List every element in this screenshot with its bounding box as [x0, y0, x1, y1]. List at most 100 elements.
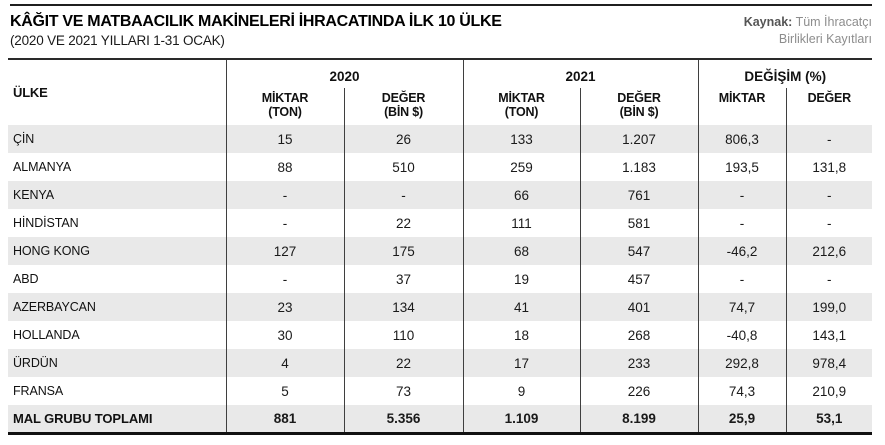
- deger-2020-cell: 110: [343, 321, 464, 349]
- miktar-2020-cell: 23: [225, 293, 344, 321]
- miktar-2021-cell: 18: [462, 321, 581, 349]
- deger-2021-cell: 1.207: [579, 125, 699, 153]
- miktar-2020-cell: 5: [225, 377, 344, 405]
- deger-2021-cell: 268: [579, 321, 699, 349]
- column-header-2020-miktar: MİKTAR (TON): [226, 88, 344, 125]
- column-header-ulke: ÜLKE: [8, 59, 227, 125]
- miktar-2020-cell: -: [225, 181, 344, 209]
- total-deger-2021-cell: 8.199: [579, 405, 699, 433]
- country-cell: ÜRDÜN: [13, 356, 58, 370]
- column-header-degisim-deger: DEĞER: [785, 88, 873, 125]
- country-cell: AZERBAYCAN: [13, 300, 96, 314]
- column-header-degisim-miktar: MİKTAR: [697, 88, 787, 125]
- page-subtitle: (2020 VE 2021 YILLARI 1-31 OCAK): [10, 33, 225, 48]
- column-header-2021-deger: DEĞER (BİN $): [579, 88, 699, 125]
- header-bin-label: (BİN $): [619, 105, 659, 119]
- deger-2020-cell: 22: [343, 209, 464, 237]
- degisim-deger-cell: -: [785, 125, 873, 153]
- degisim-deger-cell: -: [785, 209, 873, 237]
- header-ton-label: (TON): [268, 105, 302, 119]
- degisim-deger-cell: 199,0: [785, 293, 873, 321]
- column-header-2021-miktar: MİKTAR (TON): [462, 88, 581, 125]
- header-miktar-label: MİKTAR: [261, 91, 309, 105]
- header-group-row: ÜLKE 2020 2021 DEĞİŞİM (%): [8, 59, 873, 125]
- miktar-2021-cell: 133: [462, 125, 581, 153]
- deger-2020-cell: -: [343, 181, 464, 209]
- source-text-2: Birlikleri Kayıtları: [778, 32, 872, 46]
- table-row: HİNDİSTAN - 22 111 581 - -: [8, 209, 873, 237]
- country-cell: HİNDİSTAN: [13, 216, 79, 230]
- degisim-deger-cell: 143,1: [785, 321, 873, 349]
- deger-2021-cell: 226: [579, 377, 699, 405]
- miktar-2021-cell: 68: [462, 237, 581, 265]
- degisim-miktar-cell: 292,8: [697, 349, 787, 377]
- deger-2021-cell: 581: [579, 209, 699, 237]
- column-group-2021: 2021: [462, 59, 699, 88]
- miktar-2021-cell: 66: [462, 181, 581, 209]
- miktar-2020-cell: 88: [225, 153, 344, 181]
- table-row: ÜRDÜN 4 22 17 233 292,8 978,4: [8, 349, 873, 377]
- degisim-deger-cell: -: [785, 265, 873, 293]
- degisim-miktar-cell: 74,3: [697, 377, 787, 405]
- deger-2020-cell: 510: [343, 153, 464, 181]
- miktar-2020-cell: 15: [225, 125, 344, 153]
- header-deger-label: DEĞER: [381, 91, 426, 105]
- degisim-deger-cell: 131,8: [785, 153, 873, 181]
- column-group-degisim: DEĞİŞİM (%): [697, 59, 873, 88]
- column-header-2020-deger: DEĞER (BİN $): [343, 88, 464, 125]
- table-row: FRANSA 5 73 9 226 74,3 210,9: [8, 377, 873, 405]
- table-header: ÜLKE 2020 2021 DEĞİŞİM (%) MİKTAR (TON) D…: [8, 59, 873, 125]
- degisim-miktar-cell: -: [697, 181, 787, 209]
- degisim-deger-cell: 978,4: [785, 349, 873, 377]
- deger-2021-cell: 233: [579, 349, 699, 377]
- miktar-2021-cell: 111: [462, 209, 581, 237]
- export-data-table: ÜLKE 2020 2021 DEĞİŞİM (%) MİKTAR (TON) D…: [8, 58, 873, 435]
- degisim-miktar-cell: -: [697, 209, 787, 237]
- table-body: ÇİN 15 26 133 1.207 806,3 - ALMANYA 88 5…: [8, 125, 873, 433]
- degisim-miktar-cell: -46,2: [697, 237, 787, 265]
- table-row: ABD - 37 19 457 - -: [8, 265, 873, 293]
- miktar-2021-cell: 259: [462, 153, 581, 181]
- miktar-2020-cell: 30: [225, 321, 344, 349]
- table-row: HOLLANDA 30 110 18 268 -40,8 143,1: [8, 321, 873, 349]
- table-row: KENYA - - 66 761 - -: [8, 181, 873, 209]
- source-label: Kaynak:: [743, 15, 793, 29]
- miktar-2021-cell: 41: [462, 293, 581, 321]
- deger-2021-cell: 457: [579, 265, 699, 293]
- table-row: AZERBAYCAN 23 134 41 401 74,7 199,0: [8, 293, 873, 321]
- country-cell: ALMANYA: [13, 160, 72, 174]
- table-row: HONG KONG 127 175 68 547 -46,2 212,6: [8, 237, 873, 265]
- miktar-2020-cell: -: [225, 209, 344, 237]
- header-miktar-label: MİKTAR: [718, 91, 766, 105]
- header-ton-label: (TON): [504, 105, 539, 119]
- total-degisim-deger-cell: 53,1: [785, 405, 873, 433]
- total-miktar-2021-cell: 1.109: [462, 405, 581, 433]
- degisim-miktar-cell: 74,7: [697, 293, 787, 321]
- total-miktar-2020-cell: 881: [225, 405, 344, 433]
- miktar-2020-cell: 4: [225, 349, 344, 377]
- top-divider-rule: [10, 4, 872, 6]
- deger-2020-cell: 22: [343, 349, 464, 377]
- deger-2020-cell: 37: [343, 265, 464, 293]
- table-total-row: MAL GRUBU TOPLAMI 881 5.356 1.109 8.199 …: [8, 405, 873, 433]
- deger-2021-cell: 547: [579, 237, 699, 265]
- column-group-2020: 2020: [225, 59, 464, 88]
- header-sub-row: MİKTAR (TON) DEĞER (BİN $) MİKTAR (TON) DEĞ…: [8, 88, 873, 125]
- deger-2020-cell: 134: [343, 293, 464, 321]
- degisim-miktar-cell: -40,8: [697, 321, 787, 349]
- header-bin-label: (BİN $): [384, 105, 423, 119]
- header-deger-label: DEĞER: [617, 91, 661, 105]
- page-title: KÂĞIT VE MATBAACILIK MAKİNELERİ İHRACATI…: [10, 13, 502, 30]
- country-cell: FRANSA: [13, 384, 64, 398]
- country-cell: KENYA: [13, 188, 54, 202]
- degisim-miktar-cell: -: [697, 265, 787, 293]
- total-degisim-miktar-cell: 25,9: [697, 405, 787, 433]
- deger-2020-cell: 73: [343, 377, 464, 405]
- table-row: ALMANYA 88 510 259 1.183 193,5 131,8: [8, 153, 873, 181]
- miktar-2021-cell: 17: [462, 349, 581, 377]
- degisim-deger-cell: 210,9: [785, 377, 873, 405]
- source-line-1: Kaynak: Tüm İhracatçı: [744, 14, 872, 31]
- country-cell: ABD: [13, 272, 39, 286]
- country-cell: ÇİN: [13, 132, 35, 146]
